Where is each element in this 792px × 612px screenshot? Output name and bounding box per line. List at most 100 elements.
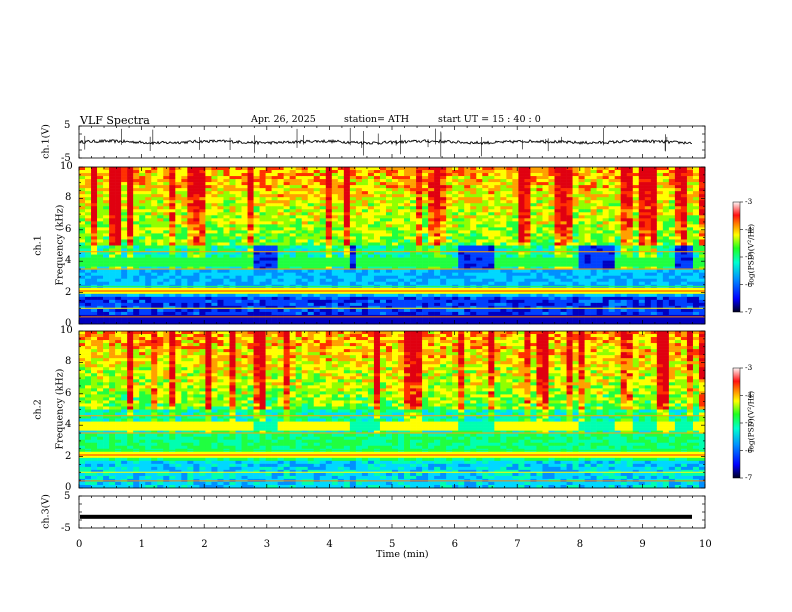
spectrogram-cell — [488, 296, 495, 301]
spectrogram-cell — [235, 221, 242, 225]
spectrogram-cell — [566, 167, 573, 171]
spectrogram-cell — [560, 221, 567, 225]
spectrogram-cell — [530, 176, 537, 180]
spectrogram-cell — [464, 200, 471, 204]
spectrogram-cell — [373, 257, 381, 261]
spectrogram-cell — [331, 275, 339, 280]
spectrogram-cell — [223, 212, 230, 216]
spectrogram-cell — [392, 257, 399, 261]
spectrogram-cell — [127, 167, 134, 171]
spectrogram-cell — [127, 272, 134, 276]
spectrogram-cell — [79, 251, 86, 255]
spectrogram-cell — [271, 257, 278, 261]
spectrogram-cell — [253, 227, 260, 231]
spectrogram-cell — [578, 194, 585, 198]
spectrogram-cell — [572, 203, 579, 207]
spectrogram-cell — [446, 293, 453, 298]
spectrogram-cell — [109, 275, 116, 280]
spectrogram-cell — [367, 302, 375, 307]
spectrogram-cell — [343, 299, 351, 304]
spectrogram-cell — [644, 260, 652, 264]
spectrogram-cell — [584, 215, 591, 219]
spectrogram-cell — [307, 179, 315, 183]
spectrogram-cell — [548, 308, 555, 313]
spectrogram-cell — [91, 293, 98, 298]
spectrogram-cell — [560, 275, 567, 280]
spectrogram-cell — [145, 281, 152, 286]
spectrogram-cell — [422, 305, 429, 310]
spectrogram-cell — [500, 236, 507, 240]
spectrogram-cell — [476, 194, 483, 198]
spectrogram-cell — [548, 275, 555, 280]
spectrogram-cell — [590, 176, 597, 180]
spectrogram-cell — [488, 248, 495, 252]
spectrogram-cell — [530, 266, 537, 270]
spectrogram-cell — [259, 191, 266, 195]
spectrogram-cell — [109, 179, 116, 183]
spectrogram-cell — [373, 260, 381, 264]
spectrogram-cell — [247, 281, 254, 286]
spectrogram-cell — [458, 176, 465, 180]
spectrogram-cell — [554, 173, 561, 177]
spectrogram-cell — [193, 209, 200, 213]
spectrogram-cell — [596, 191, 603, 195]
spectrogram-cell — [530, 221, 537, 225]
spectrogram-cell — [452, 290, 459, 295]
spectrogram-cell — [596, 185, 603, 189]
spectrogram-cell — [175, 185, 182, 189]
spectrogram-cell — [379, 173, 387, 177]
spectrogram-cell — [596, 290, 603, 295]
spectrogram-cell — [452, 194, 459, 198]
spectrogram-cell — [331, 218, 339, 222]
spectrogram-cell — [145, 236, 152, 240]
spectrogram-cell — [620, 176, 628, 180]
spectrogram-cell — [337, 245, 345, 249]
spectrogram-cell — [79, 194, 86, 198]
spectrogram-cell — [392, 203, 399, 207]
spectrogram-cell — [398, 236, 405, 240]
spectrogram-cell — [494, 233, 501, 237]
spectrogram-cell — [163, 275, 170, 280]
spectrogram-cell — [632, 191, 640, 195]
spectrogram-cell — [343, 287, 351, 292]
spectrogram-cell — [367, 245, 375, 249]
spectrogram-cell — [470, 239, 477, 243]
spectrogram-cell — [518, 290, 525, 295]
spectrogram-cell — [271, 260, 278, 264]
spectrogram-cell — [133, 185, 140, 189]
spectrogram-cell — [566, 281, 573, 286]
spectrogram-cell — [355, 200, 363, 204]
spectrogram-cell — [452, 233, 459, 237]
spectrogram-cell — [79, 203, 86, 207]
spectrogram-cell — [361, 257, 369, 261]
spectrogram-cell — [626, 203, 634, 207]
spectrogram-cell — [542, 269, 549, 273]
spectrogram-cell — [79, 272, 86, 276]
spectrogram-cell — [181, 215, 188, 219]
spectrogram-cell — [205, 167, 212, 171]
spectrogram-cell — [416, 251, 423, 255]
spectrogram-cell — [211, 281, 218, 286]
spectrogram-cell — [452, 182, 459, 186]
spectrogram-cell — [590, 215, 597, 219]
spectrogram-cell — [560, 320, 567, 325]
spectrogram-cell — [373, 215, 381, 219]
spectrogram-cell — [566, 242, 573, 246]
spectrogram-cell — [121, 272, 128, 276]
spectrogram-cell — [139, 257, 146, 261]
spectrogram-cell — [367, 287, 375, 292]
spectrogram-cell — [313, 170, 321, 174]
spectrogram-cell — [632, 215, 640, 219]
spectrogram-cell — [608, 227, 616, 231]
spectrogram-cell — [488, 269, 495, 273]
spectrogram-cell — [337, 269, 345, 273]
spectrogram-cell — [602, 299, 609, 304]
spectrogram-cell — [548, 179, 555, 183]
spectrogram-cell — [554, 251, 561, 255]
spectrogram-cell — [512, 239, 519, 243]
spectrogram-cell — [283, 206, 290, 210]
spectrogram-cell — [410, 263, 417, 267]
spectrogram-cell — [295, 275, 303, 280]
spectrogram-cell — [620, 170, 628, 174]
spectrogram-cell — [151, 278, 158, 283]
